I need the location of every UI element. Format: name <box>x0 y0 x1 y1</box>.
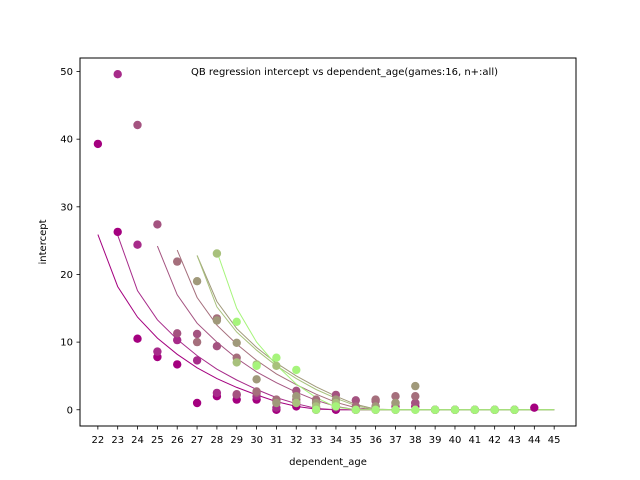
plot-layer <box>93 70 555 414</box>
x-tick-label: 36 <box>369 435 382 446</box>
series-6-point-3 <box>292 365 301 375</box>
series-0-point-22 <box>530 403 539 412</box>
series-6-point-11 <box>450 405 460 414</box>
series-6-point-12 <box>470 405 479 414</box>
x-axis-label: dependent_age <box>289 457 367 468</box>
series-5-point-4 <box>292 398 301 408</box>
series-6-point-7 <box>371 405 380 414</box>
series-3-point-0 <box>173 257 182 266</box>
series-5-point-3 <box>272 361 281 370</box>
series-4-point-10 <box>391 398 400 408</box>
series-5-point-0 <box>212 249 222 258</box>
series-2-point-3 <box>192 329 202 339</box>
series-6-point-13 <box>490 405 499 414</box>
series-5-point-1 <box>232 358 241 367</box>
x-tick-label: 29 <box>230 435 243 446</box>
series-1-point-2 <box>153 347 162 356</box>
series-2-point-5 <box>232 390 241 399</box>
series-4-point-5 <box>292 392 301 401</box>
series-3-point-4 <box>252 387 261 396</box>
x-tick-label: 28 <box>211 435 224 446</box>
y-tick-label: 0 <box>67 405 73 416</box>
x-tick-label: 32 <box>290 435 303 446</box>
plot-frame <box>79 57 577 427</box>
series-6-point-6 <box>351 405 360 414</box>
series-1-point-5 <box>212 388 222 398</box>
series-2-point-0 <box>133 120 142 130</box>
series-3-point-12 <box>411 392 420 401</box>
series-3-point-11 <box>391 392 400 401</box>
y-tick-label: 30 <box>60 202 73 213</box>
series-4-point-2 <box>232 338 241 347</box>
series-2-point-11 <box>351 396 360 405</box>
series-6-point-14 <box>510 405 519 414</box>
series-6-point-1 <box>252 361 261 370</box>
series-4-point-3 <box>252 375 261 384</box>
series-0-point-1 <box>113 227 122 237</box>
x-tick-label: 41 <box>468 435 481 446</box>
axes-layer: 22 23 24 25 26 27 28 29 30 31 32 33 34 35 36 37 38 39 40 41… <box>38 57 577 468</box>
x-tick-label: 37 <box>389 435 402 446</box>
series-6-point-2 <box>272 353 281 362</box>
y-tick-label: 20 <box>60 270 73 281</box>
series-2-point-1 <box>153 220 162 229</box>
series-0-point-5 <box>192 398 202 408</box>
y-tick-label: 40 <box>60 135 73 146</box>
x-tick-label: 38 <box>409 435 422 446</box>
x-tick-label: 44 <box>528 435 541 446</box>
series-2-point-2 <box>173 329 182 338</box>
x-tick-label: 22 <box>91 435 104 446</box>
x-tick-label: 31 <box>270 435 283 446</box>
y-axis-label: intercept <box>38 219 49 264</box>
y-axis: 0 10 20 30 40 50 <box>60 67 80 416</box>
series-3-point-1 <box>192 337 202 347</box>
y-tick-label: 10 <box>60 338 73 349</box>
series-0-point-2 <box>133 334 142 343</box>
series-6-point-5 <box>331 402 341 411</box>
x-tick-label: 34 <box>330 435 343 446</box>
x-tick-label: 45 <box>548 435 561 446</box>
chart-title: QB regression intercept vs dependent_age… <box>191 67 498 78</box>
series-0-point-0 <box>93 139 103 149</box>
series-3-point-10 <box>371 395 380 404</box>
series-0-point-4 <box>173 360 182 369</box>
series-4-point-4 <box>272 398 281 408</box>
series-1-point-1 <box>133 240 142 249</box>
x-tick-label: 30 <box>250 435 263 446</box>
series-6-point-8 <box>391 405 400 414</box>
x-tick-label: 23 <box>111 435 124 446</box>
series-1-point-4 <box>192 356 202 365</box>
series-6-point-10 <box>430 405 440 414</box>
x-tick-label: 33 <box>310 435 323 446</box>
x-tick-label: 40 <box>449 435 462 446</box>
series-2-point-14 <box>411 398 420 408</box>
x-tick-label: 42 <box>488 435 501 446</box>
series-2-point-4 <box>212 342 222 351</box>
x-tick-label: 35 <box>349 435 362 446</box>
x-tick-label: 39 <box>429 435 442 446</box>
y-tick-label: 50 <box>60 67 73 78</box>
series-6-point-4 <box>311 405 321 414</box>
series-1-point-3 <box>173 335 182 345</box>
x-tick-label: 24 <box>131 435 144 446</box>
x-tick-label: 26 <box>171 435 184 446</box>
x-tick-label: 25 <box>151 435 164 446</box>
series-4-point-0 <box>192 277 202 286</box>
series-6-point-9 <box>411 405 420 414</box>
x-tick-label: 27 <box>191 435 204 446</box>
series-6-point-0 <box>232 317 241 326</box>
x-tick-label: 43 <box>508 435 521 446</box>
series-4-point-11 <box>411 381 420 391</box>
series-4-point-1 <box>212 316 222 325</box>
series-1-point-0 <box>113 70 122 79</box>
x-axis: 22 23 24 25 26 27 28 29 30 31 32 33 34 35 36 37 38 39 40 41… <box>91 426 561 446</box>
